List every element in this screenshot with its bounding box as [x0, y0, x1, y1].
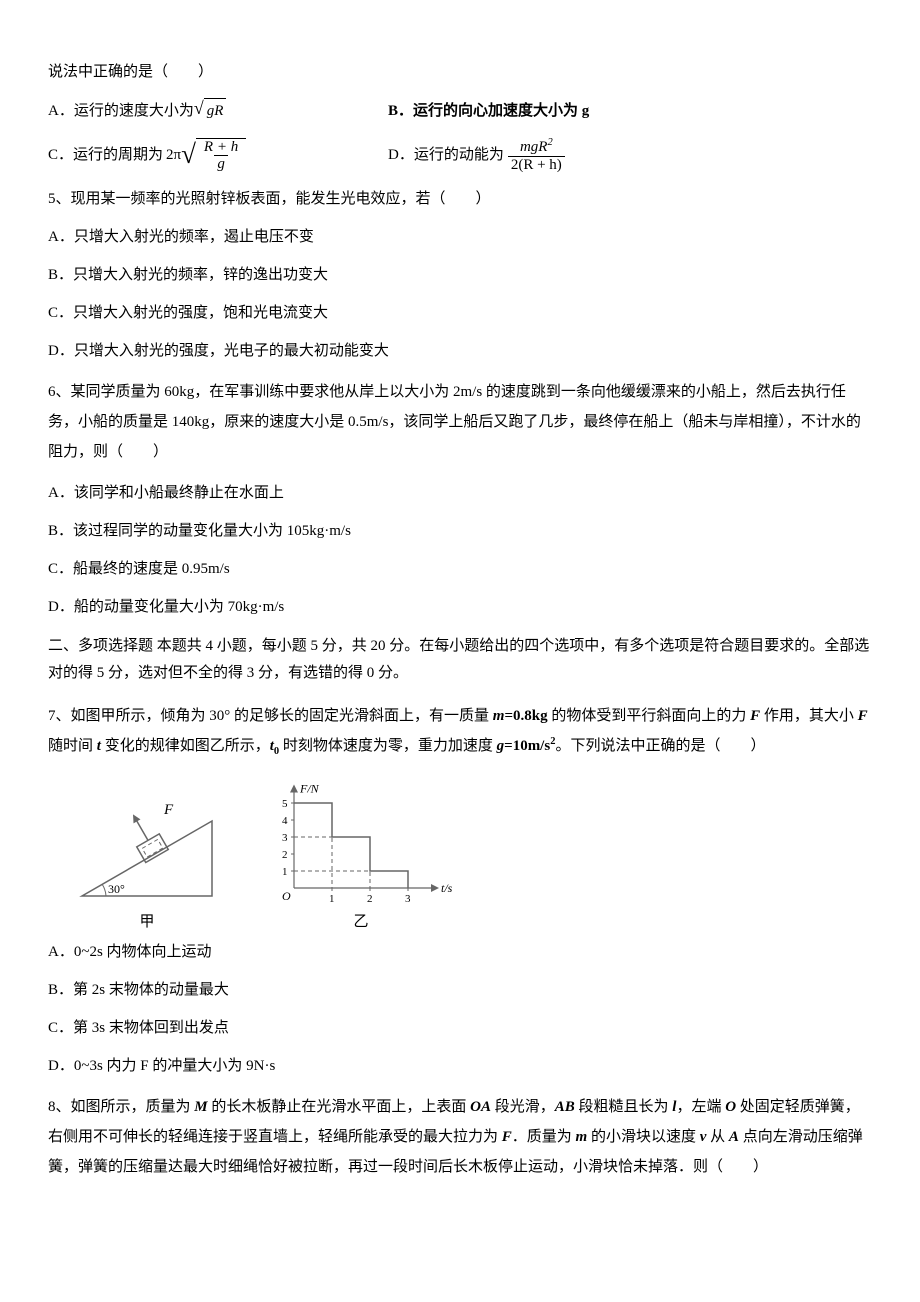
q7-stem: 7、如图甲所示，倾角为 30° 的足够长的固定光滑斜面上，有一质量 m=0.8k…	[48, 701, 872, 762]
q7-sp7: 。下列说法中正确的是（ ）	[555, 738, 765, 754]
q4-D-num-sup: 2	[547, 137, 552, 148]
section2-title: 二、多项选择题 本题共 4 小题，每小题 5 分，共 20 分。在每小题给出的四…	[48, 633, 872, 687]
step-graph-icon: F/N t/s O 1 2 3 4 5 1 2 3	[266, 776, 456, 906]
q4-option-C: C．运行的周期为 2π √ R + h g	[48, 138, 388, 173]
q7-sp6: 时刻物体速度为零，重力加速度	[279, 738, 497, 754]
q4-option-D: D．运行的动能为 mgR2 2(R + h)	[388, 137, 567, 173]
svg-text:F: F	[163, 802, 174, 818]
q7-figures: 30° F 甲 F/N t/s O 1 2 3 4 5 1 2 3 乙	[72, 776, 872, 934]
q7-sp4: 随时间	[48, 738, 97, 754]
q6-option-D: D．船的动量变化量大小为 70kg·m/s	[48, 595, 872, 619]
q8-A: A	[729, 1129, 739, 1145]
q4-option-B: B．运行的向心加速度大小为 g	[388, 99, 589, 123]
svg-text:O: O	[282, 889, 291, 903]
q5-stem: 5、现用某一频率的光照射锌板表面，能发生光电效应，若（ ）	[48, 187, 872, 211]
q4-C-num: R + h	[201, 139, 241, 156]
q6-option-B: B．该过程同学的动量变化量大小为 105kg·m/s	[48, 519, 872, 543]
incline-diagram-icon: 30° F	[72, 796, 222, 906]
q8-OA: OA	[470, 1099, 491, 1115]
svg-text:t/s: t/s	[441, 881, 453, 895]
q6-option-C: C．船最终的速度是 0.95m/s	[48, 557, 872, 581]
q4-stem-tail: 说法中正确的是（ ）	[48, 60, 872, 84]
q7-gval: =10m/s	[504, 738, 550, 754]
svg-text:5: 5	[282, 798, 288, 810]
svg-text:1: 1	[282, 866, 288, 878]
q4-A-prefix: A．运行的速度大小为	[48, 99, 194, 123]
q6-stem: 6、某同学质量为 60kg，在军事训练中要求他从岸上以大小为 2m/s 的速度跳…	[48, 377, 872, 467]
q8-m: m	[576, 1129, 588, 1145]
svg-text:2: 2	[282, 849, 288, 861]
q8-F: F	[502, 1129, 512, 1145]
q7-option-C: C．第 3s 末物体回到出发点	[48, 1016, 872, 1040]
q8-sp2: 的长木板静止在光滑水平面上，上表面	[208, 1099, 471, 1115]
svg-text:3: 3	[282, 832, 288, 844]
q4-option-A: A．运行的速度大小为 √ gR	[48, 98, 388, 123]
q8-M: M	[194, 1099, 207, 1115]
q8-sp5: ，左端	[676, 1099, 725, 1115]
q8-stem: 8、如图所示，质量为 M 的长木板静止在光滑水平面上，上表面 OA 段光滑，AB…	[48, 1092, 872, 1182]
q7-fig1-label: 甲	[139, 910, 154, 934]
q5-option-C: C．只增大入射光的强度，饱和光电流变大	[48, 301, 872, 325]
q4-C-prefix: C．运行的周期为	[48, 143, 163, 167]
q6-option-A: A．该同学和小船最终静止在水面上	[48, 481, 872, 505]
q7-option-A: A．0~2s 内物体向上运动	[48, 940, 872, 964]
q7-sp3: 作用，其大小	[760, 708, 858, 724]
q7-D-text: D．0~3s 内力 F 的冲量大小为 9N·s	[48, 1058, 275, 1074]
q4-D-den: 2(R + h)	[508, 156, 565, 174]
q4-options-row1: A．运行的速度大小为 √ gR B．运行的向心加速度大小为 g	[48, 98, 872, 123]
q5-option-D: D．只增大入射光的强度，光电子的最大初动能变大	[48, 339, 872, 363]
q7-sp1: 7、如图甲所示，倾角为 30° 的足够长的固定光滑斜面上，有一质量	[48, 708, 493, 724]
q8-sp3: 段光滑，	[491, 1099, 555, 1115]
q4-B-text: B．运行的向心加速度大小为 g	[388, 99, 589, 123]
q8-sp9: 从	[706, 1129, 729, 1145]
svg-text:30°: 30°	[108, 882, 125, 896]
q7-F2: F	[858, 708, 868, 724]
q7-figure-incline: 30° F 甲	[72, 796, 222, 934]
q4-C-coeff: 2π	[166, 143, 181, 167]
q5-option-B: B．只增大入射光的频率，锌的逸出功变大	[48, 263, 872, 287]
svg-text:3: 3	[405, 893, 411, 905]
q7-fig2-label: 乙	[353, 910, 368, 934]
q4-options-row2: C．运行的周期为 2π √ R + h g D．运行的动能为 mgR2 2(R …	[48, 137, 872, 173]
q8-AB: AB	[555, 1099, 575, 1115]
q7-F: F	[750, 708, 760, 724]
q7-m: m	[493, 708, 505, 724]
q8-sp4: 段粗糙且长为	[575, 1099, 673, 1115]
svg-text:F/N: F/N	[299, 782, 320, 796]
q4-A-radicand: gR	[204, 98, 227, 123]
sqrt-icon: √ R + h g	[181, 138, 246, 173]
q4-D-prefix: D．运行的动能为	[388, 143, 504, 167]
q5-option-A: A．只增大入射光的频率，遏止电压不变	[48, 225, 872, 249]
q4-D-num: mgR	[520, 139, 548, 155]
q8-O: O	[725, 1099, 736, 1115]
q4-C-den: g	[214, 155, 228, 173]
q7-sp2: 的物体受到平行斜面向上的力	[548, 708, 751, 724]
q8-sp1: 8、如图所示，质量为	[48, 1099, 194, 1115]
svg-text:4: 4	[282, 815, 288, 827]
q8-sp7: ．质量为	[512, 1129, 576, 1145]
q7-sp5: 变化的规律如图乙所示，	[101, 738, 270, 754]
q8-sp8: 的小滑块以速度	[587, 1129, 700, 1145]
sqrt-icon: √ gR	[194, 98, 227, 123]
svg-text:2: 2	[367, 893, 373, 905]
q7-option-D: D．0~3s 内力 F 的冲量大小为 9N·s	[48, 1054, 872, 1078]
q7-option-B: B．第 2s 末物体的动量最大	[48, 978, 872, 1002]
q7-figure-graph: F/N t/s O 1 2 3 4 5 1 2 3 乙	[266, 776, 456, 934]
svg-text:1: 1	[329, 893, 335, 905]
q7-mval: =0.8kg	[504, 708, 547, 724]
